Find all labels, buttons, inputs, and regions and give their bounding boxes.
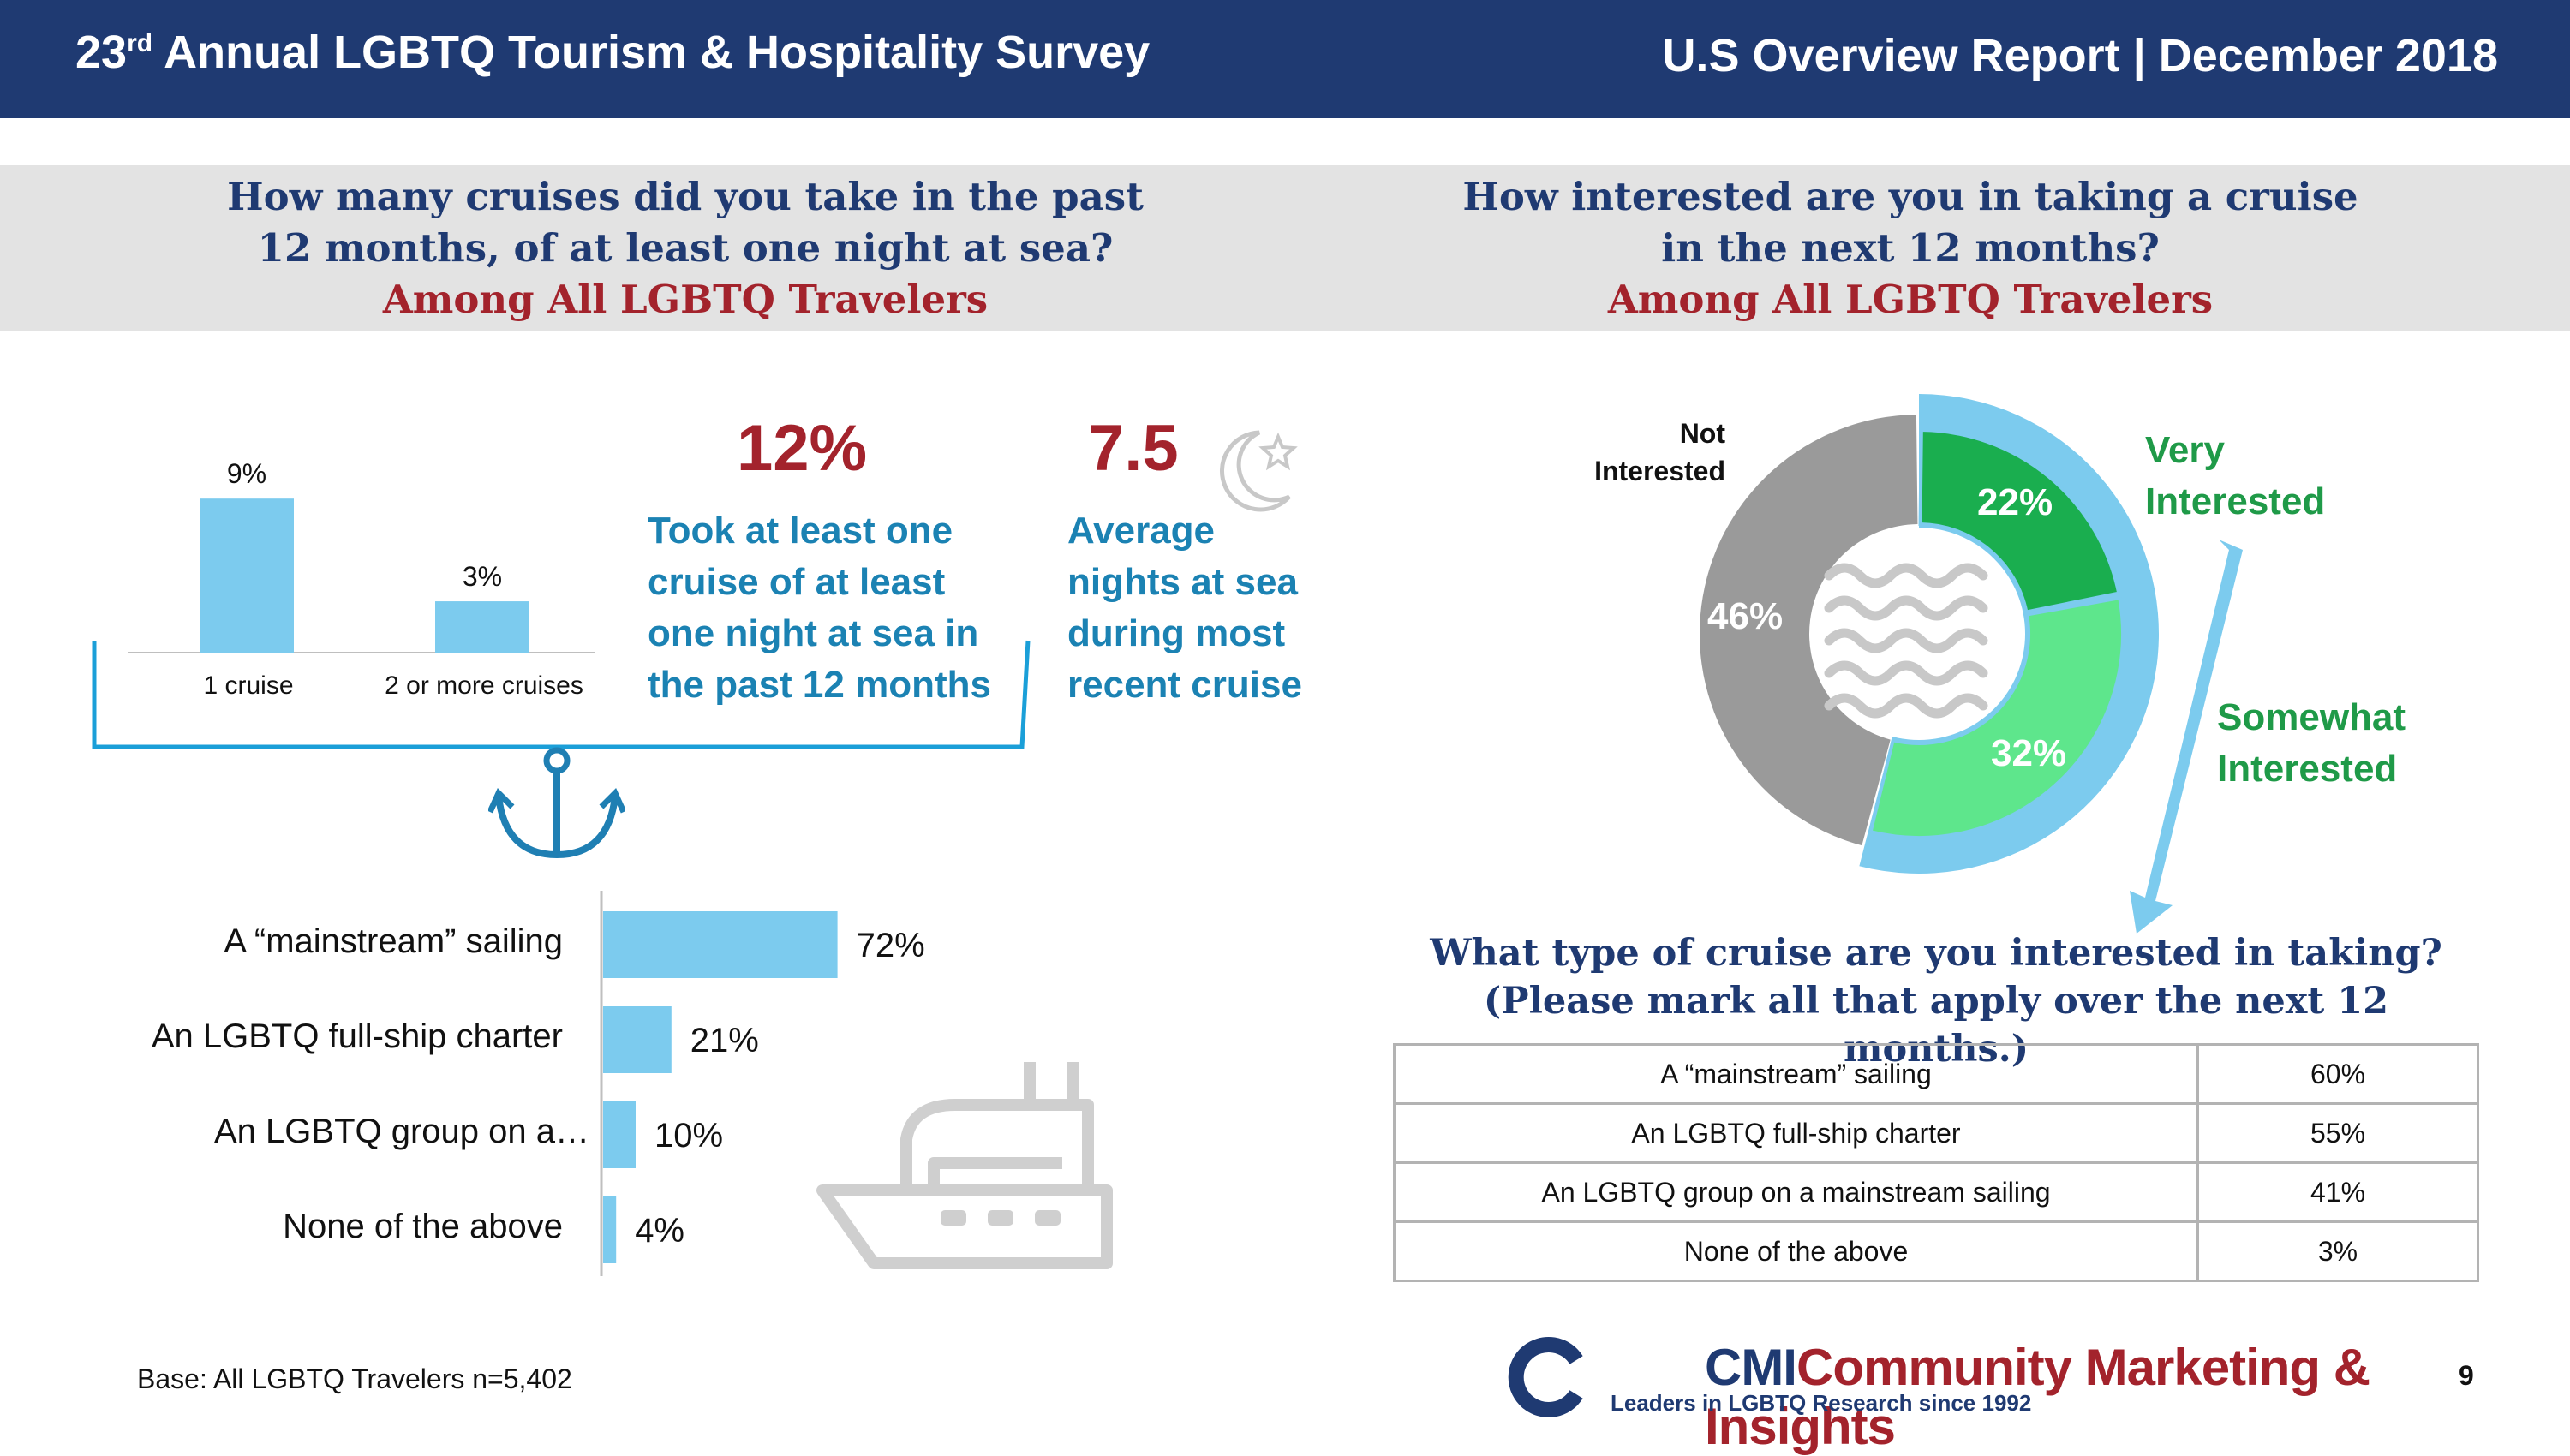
table-title-line1: What type of cruise are you interested i…: [1430, 932, 2442, 975]
cruise-type-bar-chart: 72% 21% 10% 4%: [600, 891, 925, 1276]
cruise-interest-table: A “mainstream” sailing 60% An LGBTQ full…: [1393, 1043, 2479, 1282]
vbar-value-label: 9%: [227, 458, 266, 489]
header-bar: 23rd Annual LGBTQ Tourism & Hospitality …: [0, 0, 2570, 118]
cruise-stat-line2: cruise of at least: [648, 561, 946, 603]
hbar-bar: [603, 911, 838, 978]
title-ordinal: rd: [127, 29, 153, 57]
hbar-label-4: None of the above: [283, 1208, 563, 1245]
legend-very-line2: Interested: [2145, 480, 2326, 522]
cruise-stat-line1: Took at least one: [648, 510, 953, 552]
hbar-label-1: A “mainstream” sailing: [224, 922, 563, 960]
cruise-stat-line3: one night at sea in: [648, 612, 979, 654]
table-cell-value: 3%: [2196, 1220, 2479, 1282]
bracket-outline: [92, 640, 1031, 749]
legend-very-line1: Very: [2145, 429, 2225, 471]
cmi-logo-tagline: Leaders in LGBTQ Research since 1992: [1611, 1390, 2032, 1416]
logo-name: Community Marketing & Insights: [1705, 1339, 2370, 1455]
hbar-label-2: An LGBTQ full-ship charter: [151, 1017, 563, 1055]
donut-group: [1700, 394, 2159, 874]
hbar-value-label: 72%: [857, 927, 925, 964]
hbar-value-label: 4%: [635, 1212, 684, 1250]
vbar-bar: [200, 498, 294, 653]
hbar-value-label: 10%: [654, 1117, 723, 1155]
vbar-category-2: 2 or more cruises: [385, 671, 583, 700]
title-text: Annual LGBTQ Tourism & Hospitality Surve…: [152, 27, 1151, 78]
survey-title: 23rd Annual LGBTQ Tourism & Hospitality …: [75, 26, 1150, 79]
table-row: A “mainstream” sailing 60%: [1393, 1043, 2479, 1105]
table-cell-value: 41%: [2196, 1161, 2479, 1223]
legend-very-interested: Very Interested: [2145, 425, 2325, 528]
donut-label-very: 22%: [1977, 481, 2053, 523]
table-cell-label: An LGBTQ group on a mainstream sailing: [1393, 1161, 2199, 1223]
nights-stat-value: 7.5: [1088, 412, 1179, 485]
moon-star-icon: [1220, 430, 1298, 512]
table-row: None of the above 3%: [1393, 1220, 2479, 1282]
left-question: How many cruises did you take in the pas…: [206, 171, 1165, 325]
left-question-line2: 12 months, of at least one night at sea?: [257, 225, 1114, 271]
table-cell-label: An LGBTQ full-ship charter: [1393, 1102, 2199, 1164]
legend-some-line1: Somewhat: [2217, 696, 2406, 738]
nights-stat-text: Average nights at sea during most recent…: [1067, 505, 1302, 711]
nights-stat-line4: recent cruise: [1067, 664, 1302, 706]
hbar-label-3: An LGBTQ group on a…: [213, 1113, 589, 1150]
cruise-stat-line4: the past 12 months: [648, 664, 991, 706]
table-row: An LGBTQ group on a mainstream sailing 4…: [1393, 1161, 2479, 1223]
donut-slice: [1700, 415, 1918, 846]
legend-not-interested: Not Interested: [1542, 415, 1725, 490]
vbar-value-label: 3%: [463, 561, 502, 592]
right-question: How interested are you in taking a cruis…: [1439, 171, 2382, 325]
arrow-icon: [2130, 540, 2243, 934]
nights-stat-line1: Average: [1067, 510, 1216, 552]
table-cell-label: A “mainstream” sailing: [1393, 1043, 2199, 1105]
vbar-bar: [435, 601, 529, 653]
logo-cmi: CMI: [1705, 1339, 1797, 1396]
table-cell-label: None of the above: [1393, 1220, 2199, 1282]
hbar-bar: [603, 1196, 617, 1263]
cruise-stat-value: 12%: [737, 412, 868, 485]
title-number: 23: [75, 27, 128, 78]
nights-stat-line3: during most: [1067, 612, 1286, 654]
vbar-category-1: 1 cruise: [203, 671, 294, 700]
interest-donut-chart: [1700, 394, 2159, 874]
page-number: 9: [2459, 1360, 2474, 1391]
donut-label-not: 46%: [1707, 595, 1784, 637]
anchor-icon: [488, 747, 625, 859]
donut-slice: [1918, 427, 2121, 614]
donut-label-somewhat: 32%: [1991, 732, 2067, 774]
hbar-bar: [603, 1101, 636, 1168]
legend-not-line2: Interested: [1594, 456, 1725, 486]
cmi-logo-text: CMICommunity Marketing & Insights: [1705, 1338, 2570, 1456]
legend-not-line1: Not: [1679, 418, 1725, 449]
table-cell-value: 55%: [2196, 1102, 2479, 1164]
cmi-logo-icon: [1508, 1337, 1583, 1417]
cruises-bar-chart: 9% 3%: [92, 458, 1031, 749]
legend-somewhat-interested: Somewhat Interested: [2217, 692, 2406, 795]
report-title: U.S Overview Report | December 2018: [1662, 30, 2498, 81]
hbar-bar: [603, 1006, 672, 1073]
waves-icon: [1824, 563, 1988, 719]
cruise-stat-text: Took at least one cruise of at least one…: [648, 505, 991, 711]
vbar-group: 9% 3%: [200, 458, 529, 653]
right-question-sub: Among All LGBTQ Travelers: [1607, 277, 2214, 322]
right-question-line1: How interested are you in taking a cruis…: [1462, 174, 2358, 219]
question-band: [0, 165, 2570, 331]
left-question-sub: Among All LGBTQ Travelers: [382, 277, 989, 322]
base-note: Base: All LGBTQ Travelers n=5,402: [137, 1364, 572, 1394]
hbar-value-label: 21%: [690, 1022, 759, 1059]
legend-some-line2: Interested: [2217, 748, 2398, 790]
table-cell-value: 60%: [2196, 1043, 2479, 1105]
cruise-ship-icon: [816, 1062, 1113, 1269]
right-question-line2: in the next 12 months?: [1661, 225, 2160, 271]
table-row: An LGBTQ full-ship charter 55%: [1393, 1102, 2479, 1164]
nights-stat-line2: nights at sea: [1067, 561, 1298, 603]
left-question-line1: How many cruises did you take in the pas…: [227, 174, 1144, 219]
donut-slice: [1868, 595, 2125, 839]
hbar-group: 72% 21% 10% 4%: [603, 911, 925, 1263]
